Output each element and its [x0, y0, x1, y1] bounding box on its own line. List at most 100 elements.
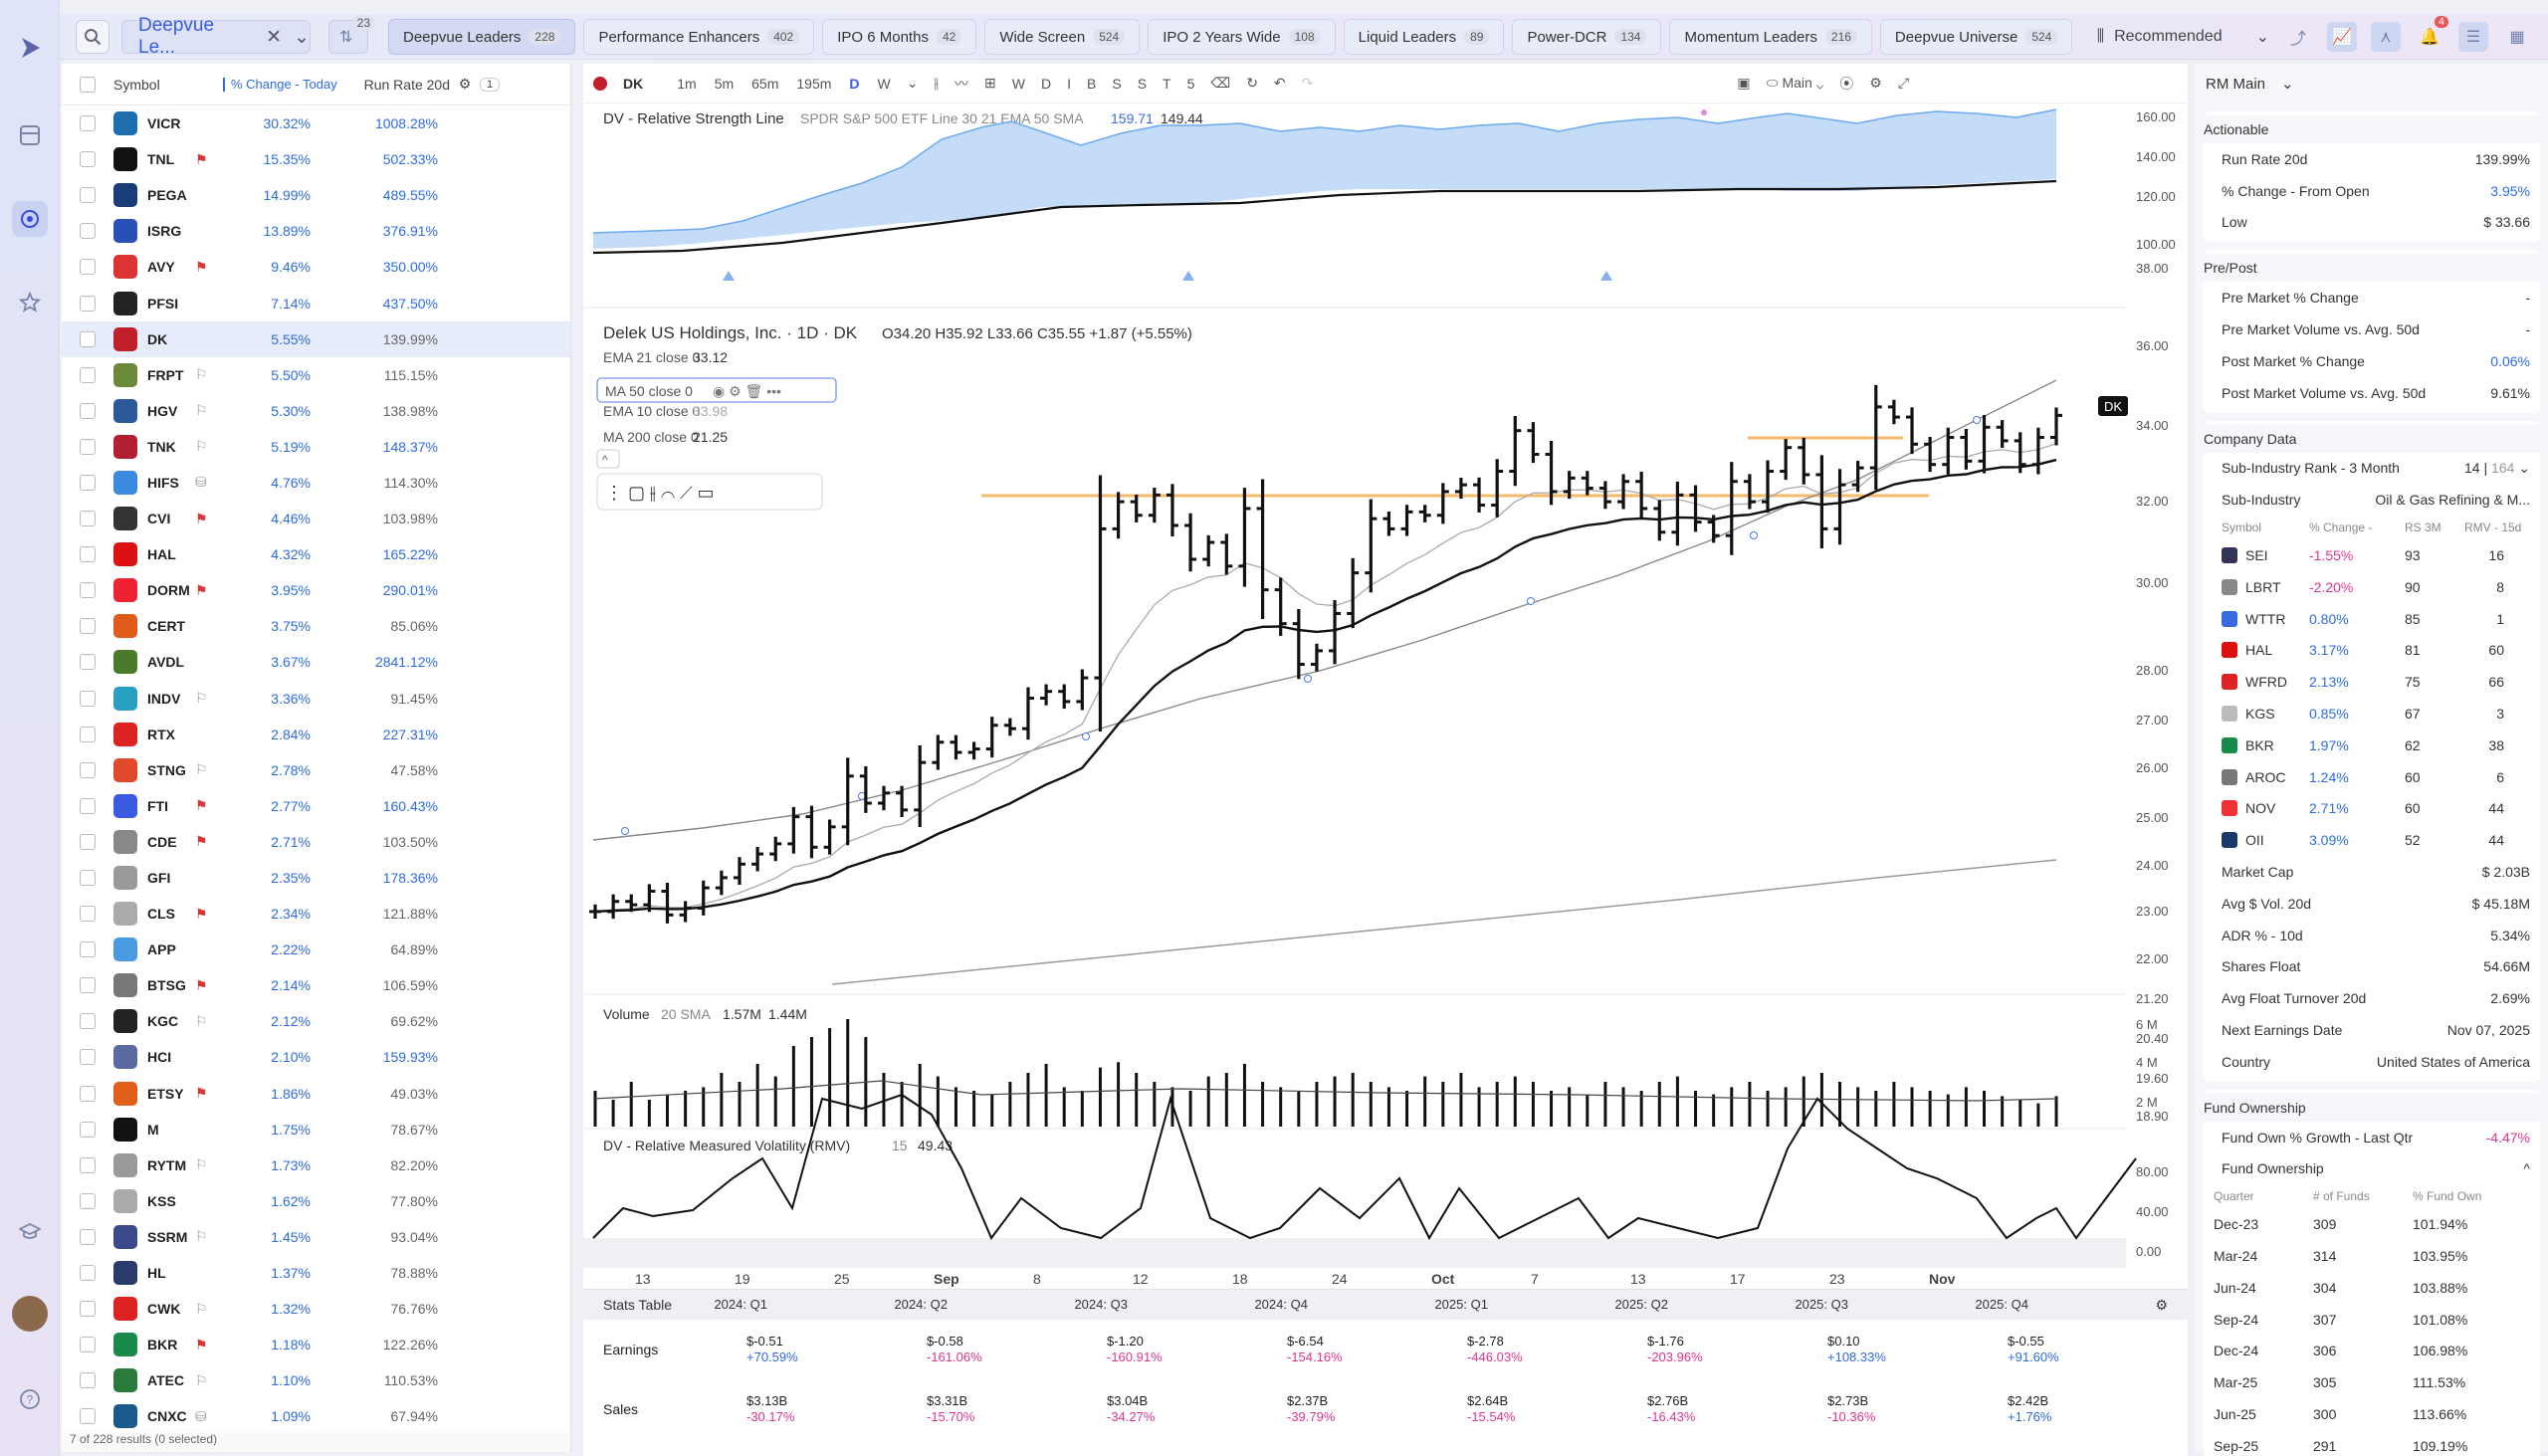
industry-row[interactable]: AROC 1.24% 60 6 — [2204, 761, 2540, 793]
watchlist-row[interactable]: ETSY ⚑ 1.86% 49.03% — [62, 1076, 570, 1112]
price-bar[interactable] — [1617, 474, 1630, 510]
flag-icon[interactable]: ⚑ — [195, 833, 208, 850]
row-checkbox[interactable] — [80, 402, 96, 419]
flag-icon[interactable]: ⚑ — [195, 258, 208, 275]
tool-s2[interactable]: S — [1137, 75, 1148, 92]
list-view-icon[interactable]: ☰ — [2458, 22, 2488, 52]
indicators-icon[interactable]: ⫲ — [934, 75, 940, 91]
select-all-checkbox[interactable] — [80, 76, 96, 93]
flag-icon[interactable]: ⚑ — [195, 1336, 208, 1352]
study-ma50-row[interactable] — [596, 377, 837, 403]
price-bar[interactable] — [1978, 415, 1991, 474]
watchlist-row[interactable]: APP 2.22% 64.89% — [62, 932, 570, 967]
tab-ipo-6-months[interactable]: IPO 6 Months 42 — [822, 19, 977, 55]
compare-icon[interactable]: ⦿ — [1839, 75, 1854, 92]
interval-D[interactable]: D — [849, 75, 860, 92]
price-bar[interactable] — [1329, 599, 1342, 665]
price-bar[interactable] — [823, 819, 836, 855]
watchlist-row[interactable]: M 1.75% 78.67% — [62, 1112, 570, 1147]
watchlist-row[interactable]: BTSG ⚑ 2.14% 106.59% — [62, 967, 570, 1003]
row-checkbox[interactable] — [80, 761, 96, 778]
watchlist-row[interactable]: INDV ⚐ 3.36% 91.45% — [62, 681, 570, 717]
watchlist-row[interactable]: FRPT ⚐ 5.50% 115.15% — [62, 357, 570, 393]
interval-W[interactable]: W — [877, 75, 891, 92]
watchlist-row[interactable]: SSRM ⚐ 1.45% 93.04% — [62, 1219, 570, 1255]
chevron-down-icon[interactable]: ⌄ — [906, 75, 919, 91]
flag-icon[interactable]: ⚐ — [195, 438, 208, 455]
tab-performance-enhancers[interactable]: Performance Enhancers 402 — [583, 19, 815, 55]
row-checkbox[interactable] — [80, 1337, 96, 1353]
grid-view-icon[interactable]: ▦ — [2509, 29, 2525, 46]
price-bar[interactable] — [932, 734, 945, 770]
interval-195m[interactable]: 195m — [796, 75, 832, 92]
chart-view-icon[interactable]: 📈 — [2327, 22, 2357, 52]
watchlist-row[interactable]: FTI ⚑ 2.77% 160.43% — [62, 788, 570, 824]
watchlist-row[interactable]: HIFS ⛁ 4.76% 114.30% — [62, 465, 570, 501]
row-checkbox[interactable] — [80, 941, 96, 958]
row-checkbox[interactable] — [80, 906, 96, 923]
price-bar[interactable] — [1238, 488, 1251, 587]
price-bar[interactable] — [2014, 432, 2026, 474]
price-bar[interactable] — [1671, 481, 1684, 546]
symbol-column-header[interactable]: Symbol — [113, 76, 160, 93]
watchlist-row[interactable]: RYTM ⚐ 1.73% 82.20% — [62, 1147, 570, 1183]
row-checkbox[interactable] — [80, 1228, 96, 1245]
watchlist-row[interactable]: BKR ⚑ 1.18% 122.26% — [62, 1327, 570, 1362]
industry-row[interactable]: SEI -1.55% 93 16 — [2204, 539, 2540, 571]
refresh-icon[interactable]: ↻ — [1246, 75, 1258, 91]
industry-row[interactable]: KGS 0.85% 67 3 — [2204, 698, 2540, 729]
price-bar[interactable] — [1400, 505, 1413, 536]
row-checkbox[interactable] — [80, 1156, 96, 1173]
price-bar[interactable] — [1851, 460, 1864, 493]
watchlist-row[interactable]: CWK ⚐ 1.32% 76.76% — [62, 1291, 570, 1327]
watchlist-row[interactable]: TNL ⚑ 15.35% 502.33% — [62, 141, 570, 177]
price-bar[interactable] — [1220, 533, 1233, 575]
row-checkbox[interactable] — [80, 1085, 96, 1102]
watchlist-row[interactable]: KGC ⚐ 2.12% 69.62% — [62, 1003, 570, 1039]
watchlist-row[interactable]: TNK ⚐ 5.19% 148.37% — [62, 429, 570, 465]
dashboard-icon[interactable] — [12, 117, 48, 153]
price-bar[interactable] — [1292, 608, 1305, 680]
flag-icon[interactable]: ⚐ — [195, 1371, 208, 1388]
price-bar[interactable] — [1598, 481, 1611, 510]
flag-icon[interactable]: ⚑ — [195, 976, 208, 993]
price-bar[interactable] — [1942, 427, 1955, 475]
row-checkbox[interactable] — [80, 259, 96, 276]
watchlist-row[interactable]: HCI 2.10% 159.93% — [62, 1039, 570, 1075]
layout-select[interactable]: RM Main ⌄ — [2196, 64, 2548, 104]
row-checkbox[interactable] — [80, 1049, 96, 1066]
price-bar[interactable] — [1798, 437, 1810, 485]
row-checkbox[interactable] — [80, 511, 96, 527]
flag-icon[interactable]: ⚐ — [195, 402, 208, 419]
price-bar[interactable] — [1581, 471, 1593, 496]
row-checkbox[interactable] — [80, 330, 96, 347]
price-bar[interactable] — [643, 884, 656, 913]
row-checkbox[interactable] — [80, 115, 96, 132]
row-checkbox[interactable] — [80, 1265, 96, 1282]
watchlist-row[interactable]: HL 1.37% 78.88% — [62, 1255, 570, 1291]
row-checkbox[interactable] — [80, 1192, 96, 1209]
price-bar[interactable] — [1112, 492, 1125, 539]
watchlist-row[interactable]: DK 5.55% 139.99% — [62, 320, 570, 357]
chevron-down-icon[interactable]: ⌄ — [294, 26, 310, 48]
row-checkbox[interactable] — [80, 1372, 96, 1389]
price-bar[interactable] — [1743, 474, 1756, 510]
ma50-anchor[interactable] — [621, 827, 629, 835]
price-bar[interactable] — [1689, 485, 1702, 532]
gear-icon[interactable]: ⚙ — [458, 76, 472, 92]
tab-momentum-leaders[interactable]: Momentum Leaders 216 — [1669, 19, 1872, 55]
price-bar[interactable] — [1094, 475, 1107, 732]
price-bar[interactable] — [1347, 557, 1360, 629]
tab-ipo-2-years-wide[interactable]: IPO 2 Years Wide 108 — [1148, 19, 1336, 55]
tool-i[interactable]: I — [1067, 75, 1071, 92]
flag-icon[interactable]: ⛁ — [195, 1407, 207, 1424]
fund-ownership-subtitle[interactable]: Fund Ownership ^ — [2204, 1153, 2540, 1185]
row-checkbox[interactable] — [80, 295, 96, 312]
row-checkbox[interactable] — [80, 1408, 96, 1425]
tab-deepvue-universe[interactable]: Deepvue Universe 524 — [1879, 19, 2073, 55]
price-bar[interactable] — [1418, 505, 1431, 522]
price-bar[interactable] — [1833, 469, 1846, 545]
price-bar[interactable] — [625, 894, 638, 913]
watchlist-row[interactable]: CDE ⚑ 2.71% 103.50% — [62, 824, 570, 860]
search-button[interactable] — [76, 20, 109, 54]
